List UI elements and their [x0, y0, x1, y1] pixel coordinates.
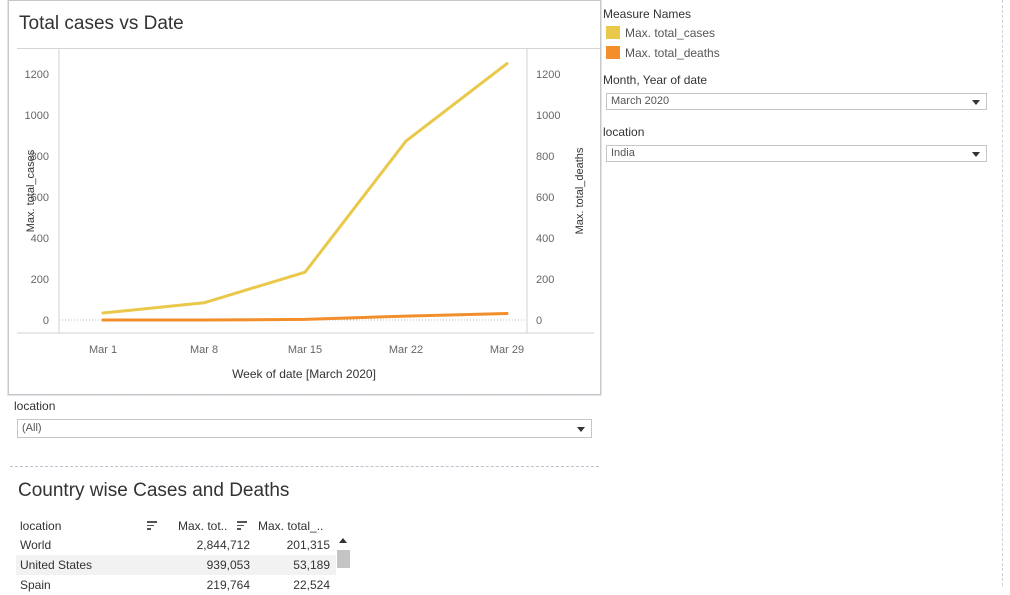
location-filter-2-dropdown[interactable]: (All)	[17, 419, 592, 438]
y-tick-label-right: 1200	[536, 69, 560, 81]
sort-icon[interactable]	[147, 521, 157, 530]
chart-panel: Total cases vs Date 1200 1000 800 600 400 200…	[8, 0, 601, 395]
location-filter-2-label: location	[14, 399, 56, 413]
legend-swatch-deaths	[606, 46, 620, 59]
y-tick-label-left: 200	[31, 274, 49, 286]
cell-deaths: 22,524	[293, 578, 330, 592]
y-tick-label-left: 1000	[25, 110, 49, 122]
separator	[10, 466, 599, 467]
chevron-down-icon	[972, 100, 980, 105]
table-row[interactable]: Spain 219,764 22,524	[16, 575, 350, 595]
separator	[10, 394, 599, 395]
month-filter-value: March 2020	[611, 95, 670, 107]
location-filter-2-value: (All)	[22, 422, 42, 434]
column-header-cases[interactable]: Max. tot..	[178, 519, 228, 533]
y-tick-label-right: 800	[536, 151, 554, 163]
cell-location: United States	[20, 558, 93, 572]
x-tick-label: Mar 22	[389, 344, 423, 356]
sort-icon[interactable]	[237, 521, 247, 530]
table-title: Country wise Cases and Deaths	[18, 480, 290, 501]
table-scrollbar[interactable]	[336, 535, 351, 586]
cell-deaths: 201,315	[286, 538, 330, 552]
line-chart[interactable]: 1200 1000 800 600 400 200 0 1200 1000 800 600 400 2…	[9, 1, 600, 394]
y-tick-label-right: 0	[536, 315, 542, 327]
x-tick-label: Mar 29	[490, 344, 524, 356]
x-tick-label: Mar 15	[288, 344, 322, 356]
legend-label-deaths: Max. total_deaths	[625, 46, 720, 60]
scroll-thumb[interactable]	[337, 550, 350, 568]
cell-cases: 219,764	[206, 578, 250, 592]
separator	[1002, 0, 1003, 586]
y-axis-title-left: Max. total_cases	[25, 149, 37, 232]
right-axis: 1200 1000 800 600 400 200 0	[526, 49, 560, 333]
column-header-location[interactable]: location	[20, 519, 62, 533]
y-tick-label-left: 800	[31, 151, 49, 163]
column-header-deaths[interactable]: Max. total_..	[258, 519, 324, 533]
y-tick-label-right: 1000	[536, 110, 560, 122]
title-divider	[17, 48, 600, 49]
x-tick-label: Mar 8	[190, 344, 218, 356]
y-tick-label-left: 400	[31, 233, 49, 245]
legend-item-cases[interactable]: Max. total_cases	[606, 26, 715, 40]
chart-title: Total cases vs Date	[19, 13, 184, 34]
cell-cases: 939,053	[206, 558, 250, 572]
scroll-up-icon[interactable]	[339, 538, 347, 543]
x-axis-title: Week of date [March 2020]	[232, 367, 376, 381]
left-axis: 1200 1000 800 600 400 200 0	[25, 49, 60, 333]
cell-deaths: 53,189	[293, 558, 330, 572]
legend-swatch-cases	[606, 26, 620, 39]
cell-location: Spain	[20, 578, 51, 592]
chevron-down-icon	[577, 427, 585, 432]
cell-location: World	[20, 538, 52, 552]
location-filter-label: location	[603, 125, 645, 139]
month-filter-dropdown[interactable]: March 2020	[606, 93, 987, 110]
y-tick-label-right: 400	[536, 233, 554, 245]
table-row[interactable]: World 2,844,712 201,315	[16, 535, 350, 555]
month-filter-label: Month, Year of date	[603, 73, 708, 87]
y-tick-label-left: 1200	[25, 69, 49, 81]
legend-item-deaths[interactable]: Max. total_deaths	[606, 46, 720, 60]
cell-cases: 2,844,712	[196, 538, 250, 552]
y-axis-title-right: Max. total_deaths	[574, 147, 586, 234]
table-row[interactable]: United States 939,053 53,189	[16, 555, 350, 575]
x-axis: Mar 1 Mar 8 Mar 15 Mar 22 Mar 29	[17, 319, 594, 356]
location-filter-value: India	[611, 147, 635, 159]
chevron-down-icon	[972, 152, 980, 157]
x-tick-label: Mar 1	[89, 344, 117, 356]
y-tick-label-left: 600	[31, 192, 49, 204]
y-tick-label-right: 200	[536, 274, 554, 286]
legend-title: Measure Names	[603, 7, 692, 21]
y-tick-label-right: 600	[536, 192, 554, 204]
location-filter-dropdown[interactable]: India	[606, 145, 987, 162]
legend-label-cases: Max. total_cases	[625, 26, 716, 40]
series-line-total-deaths	[101, 311, 509, 322]
series-line-total-cases	[101, 62, 509, 315]
y-tick-label-left: 0	[43, 315, 49, 327]
series-lines	[101, 62, 509, 322]
